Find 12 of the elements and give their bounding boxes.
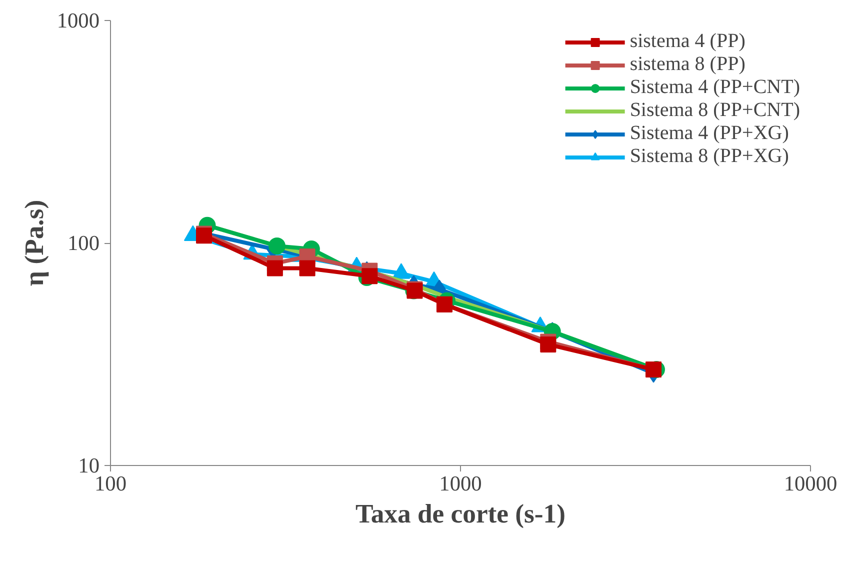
legend-label: sistema 8 (PP) (630, 53, 746, 76)
y-tick-label: 1000 (56, 8, 100, 32)
legend-label: Sistema 4 (PP+CNT) (630, 76, 800, 99)
legend-label: sistema 4 (PP) (630, 30, 746, 53)
legend-label: Sistema 4 (PP+XG) (630, 122, 789, 145)
x-tick-label: 1000 (439, 472, 482, 496)
x-tick-label: 10000 (784, 472, 838, 496)
legend-label: Sistema 8 (PP+CNT) (630, 99, 800, 122)
y-axis-title: η (Pa.s) (18, 200, 49, 286)
legend-label: Sistema 8 (PP+XG) (630, 145, 789, 168)
y-tick-label: 100 (68, 231, 100, 255)
x-axis-title: Taxa de corte (s-1) (356, 498, 566, 528)
